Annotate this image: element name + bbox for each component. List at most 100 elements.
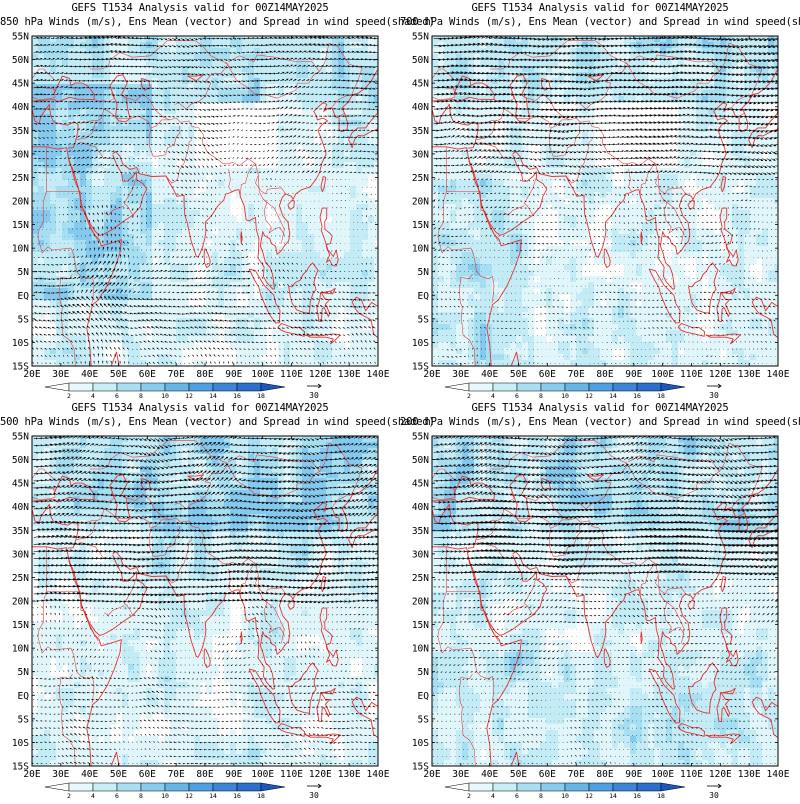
spread-cell (338, 300, 345, 307)
spread-cell (74, 156, 81, 163)
spread-cell (212, 60, 219, 67)
spread-cell (374, 258, 381, 265)
spread-cell (756, 216, 763, 223)
spread-cell (290, 264, 297, 271)
spread-cell (374, 48, 381, 55)
spread-cell (552, 96, 559, 103)
spread-cell (122, 186, 129, 193)
spread-cell (134, 354, 141, 361)
spread-cell (266, 180, 273, 187)
spread-cell (242, 228, 249, 235)
spread-cell (326, 144, 333, 151)
spread-cell (116, 186, 123, 193)
spread-cell (302, 204, 309, 211)
spread-cell (618, 66, 625, 73)
spread-cell (314, 342, 321, 349)
spread-cell (356, 240, 363, 247)
spread-cell (56, 342, 63, 349)
spread-cell (302, 138, 309, 145)
spread-cell (314, 354, 321, 361)
spread-cell (732, 228, 739, 235)
spread-cell (308, 48, 315, 55)
spread-cell (236, 312, 243, 319)
spread-cell (164, 252, 171, 259)
spread-cell (552, 264, 559, 271)
lon-label: 50E (110, 369, 127, 380)
spread-cell (182, 96, 189, 103)
spread-cell (266, 192, 273, 199)
spread-cell (474, 66, 481, 73)
spread-cell (188, 54, 195, 61)
spread-cell (158, 42, 165, 49)
spread-cell (350, 324, 357, 331)
lat-label: 55N (12, 32, 29, 43)
spread-cell (236, 258, 243, 265)
spread-cell (302, 318, 309, 325)
spread-cell (32, 102, 39, 109)
spread-cell (314, 192, 321, 199)
spread-cell (708, 270, 715, 277)
spread-cell (254, 198, 261, 205)
spread-cell (504, 72, 511, 79)
spread-cell (714, 234, 721, 241)
spread-cell (696, 156, 703, 163)
spread-cell (368, 60, 375, 67)
spread-cell (564, 276, 571, 283)
spread-cell (564, 222, 571, 229)
spread-cell (140, 60, 147, 67)
spread-cell (774, 252, 781, 259)
spread-cell (134, 60, 141, 67)
spread-cell (540, 72, 547, 79)
spread-cell (474, 222, 481, 229)
spread-cell (290, 186, 297, 193)
spread-cell (224, 42, 231, 49)
spread-cell (362, 330, 369, 337)
spread-cell (576, 150, 583, 157)
spread-cell (432, 264, 439, 271)
spread-cell (176, 174, 183, 181)
spread-cell (350, 180, 357, 187)
spread-cell (462, 210, 469, 217)
spread-cell (236, 180, 243, 187)
spread-cell (648, 228, 655, 235)
spread-cell (152, 168, 159, 175)
spread-cell (438, 138, 445, 145)
spread-cell (618, 210, 625, 217)
spread-cell (762, 270, 769, 277)
spread-cell (50, 156, 57, 163)
spread-cell (356, 228, 363, 235)
spread-cell (444, 204, 451, 211)
spread-cell (344, 156, 351, 163)
spread-cell (308, 66, 315, 73)
spread-cell (750, 258, 757, 265)
spread-cell (146, 204, 153, 211)
spread-cell (86, 180, 93, 187)
spread-cell (696, 168, 703, 175)
spread-cell (128, 342, 135, 349)
spread-cell (32, 132, 39, 139)
spread-cell (278, 144, 285, 151)
spread-cell (194, 60, 201, 67)
spread-cell (708, 192, 715, 199)
spread-cell (266, 276, 273, 283)
spread-cell (558, 174, 565, 181)
spread-cell (242, 48, 249, 55)
spread-cell (242, 204, 249, 211)
spread-cell (350, 198, 357, 205)
spread-cell (164, 138, 171, 145)
spread-cell (468, 198, 475, 205)
spread-cell (206, 324, 213, 331)
spread-cell (260, 36, 267, 43)
spread-cell (206, 330, 213, 337)
spread-cell (474, 264, 481, 271)
spread-cell (350, 288, 357, 295)
spread-cell (362, 114, 369, 121)
spread-cell (308, 90, 315, 97)
spread-cell (308, 174, 315, 181)
spread-cell (642, 216, 649, 223)
spread-cell (714, 246, 721, 253)
spread-cell (122, 246, 129, 253)
spread-cell (356, 60, 363, 67)
spread-cell (678, 132, 685, 139)
